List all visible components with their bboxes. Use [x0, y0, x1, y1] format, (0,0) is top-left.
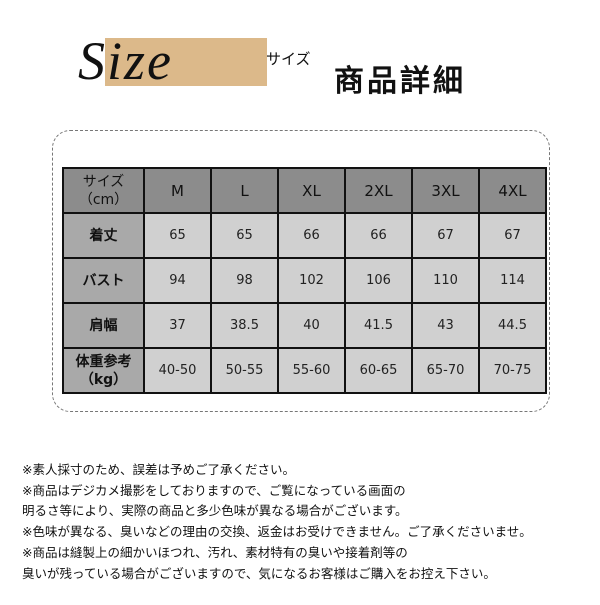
cell: 98	[210, 257, 279, 304]
notes: ※素人採寸のため、誤差は予めご了承ください。 ※商品はデジカメ撮影をしておりますの…	[22, 460, 532, 584]
note-line: ※色味が異なる、臭いなどの理由の交換、返金はお受けできません。ご了承くださいませ…	[22, 524, 532, 540]
table-row: 肩幅 37 38.5 40 41.5 43 44.5	[62, 302, 547, 349]
label-line: 着丈	[89, 227, 118, 244]
cell: 55-60	[277, 347, 346, 394]
heading: 商品詳細	[334, 64, 466, 99]
cell: 67	[478, 212, 547, 259]
title-background	[105, 38, 267, 86]
cell: 94	[143, 257, 212, 304]
cell: 65-70	[411, 347, 480, 394]
label-line: バスト	[82, 272, 125, 289]
note-line: ※商品は縫製上の細かいほつれ、汚れ、素材特有の臭いや接着剤等の	[22, 544, 408, 560]
title: Size	[78, 31, 173, 91]
label-line: （kg）	[79, 371, 128, 388]
header-row: サイズ （cm） M L XL 2XL 3XL 4XL	[62, 167, 547, 214]
row-label: 肩幅	[62, 302, 145, 349]
label-line: （cm）	[78, 191, 129, 208]
cell: 65	[143, 212, 212, 259]
cell: 106	[344, 257, 413, 304]
label-line: サイズ	[82, 173, 125, 190]
size-table: サイズ （cm） M L XL 2XL 3XL 4XL 着丈 65 65 66 66 67 67 バスト 94 9…	[62, 167, 547, 394]
cell: 114	[478, 257, 547, 304]
size-header: L	[210, 167, 279, 214]
cell: 66	[344, 212, 413, 259]
cell: 41.5	[344, 302, 413, 349]
cell: 70-75	[478, 347, 547, 394]
size-header: XL	[277, 167, 346, 214]
cell: 60-65	[344, 347, 413, 394]
row-label: バスト	[62, 257, 145, 304]
row-label: サイズ （cm）	[62, 167, 145, 214]
label-line: 肩幅	[89, 317, 118, 334]
size-header: 3XL	[411, 167, 480, 214]
row-label: 着丈	[62, 212, 145, 259]
row-label: 体重参考 （kg）	[62, 347, 145, 394]
cell: 38.5	[210, 302, 279, 349]
table-row: バスト 94 98 102 106 110 114	[62, 257, 547, 304]
cell: 50-55	[210, 347, 279, 394]
cell: 40-50	[143, 347, 212, 394]
size-header: 2XL	[344, 167, 413, 214]
cell: 67	[411, 212, 480, 259]
cell: 43	[411, 302, 480, 349]
cell: 110	[411, 257, 480, 304]
label-line: 体重参考	[75, 353, 132, 370]
note-line: ※商品はデジカメ撮影をしておりますので、ご覧になっている画面の	[22, 482, 406, 498]
cell: 37	[143, 302, 212, 349]
cell: 102	[277, 257, 346, 304]
cell: 65	[210, 212, 279, 259]
note-line: 明るさ等により、実際の商品と多少色味が異なる場合がございます。	[22, 503, 408, 519]
table-row: 体重参考 （kg） 40-50 50-55 55-60 60-65 65-70 70-75	[62, 347, 547, 394]
size-header: M	[143, 167, 212, 214]
cell: 66	[277, 212, 346, 259]
cell: 40	[277, 302, 346, 349]
table-row: 着丈 65 65 66 66 67 67	[62, 212, 547, 259]
subtitle: サイズ	[266, 50, 311, 68]
note-line: 臭いが残っている場合がございますので、気になるお客様はご購入をお控え下さい。	[22, 565, 496, 581]
cell: 44.5	[478, 302, 547, 349]
size-header: 4XL	[478, 167, 547, 214]
table-frame	[52, 130, 550, 412]
note-line: ※素人採寸のため、誤差は予めご了承ください。	[22, 462, 295, 477]
